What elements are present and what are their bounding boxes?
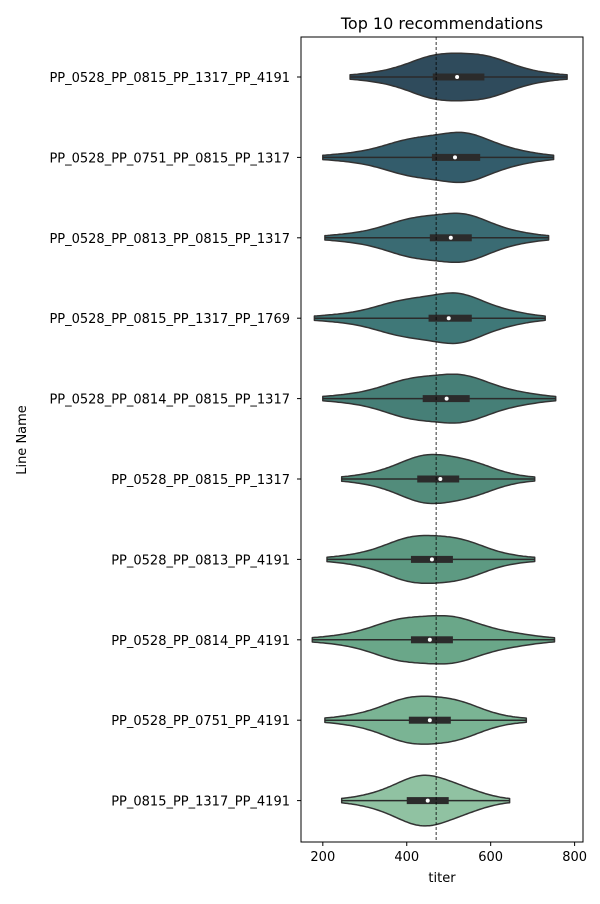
violin-iqr-box (410, 636, 453, 644)
violin-group (340, 774, 511, 827)
y-axis-labels: PP_0528_PP_0815_PP_1317_PP_4191 PP_0528_P… (49, 71, 301, 810)
plot-frame (300, 36, 584, 843)
violin-group (324, 212, 550, 264)
y-tick-label: PP_0528_PP_0751_PP_0815_PP_1317 (49, 151, 290, 166)
x-tick-label: 400 (394, 850, 419, 865)
y-axis-label: Line Name (15, 405, 30, 475)
y-tick-label: PP_0528_PP_0814_PP_4191 (111, 634, 290, 649)
x-tick-label: 600 (478, 850, 503, 865)
violin-median-point (448, 235, 453, 240)
y-tick-label: PP_0528_PP_0815_PP_1317 (111, 473, 290, 488)
violin-group (324, 695, 528, 745)
violin-group (322, 373, 557, 424)
violins-layer (311, 52, 568, 827)
y-tick-label: PP_0528_PP_0751_PP_4191 (111, 714, 290, 729)
violin-median-point (429, 557, 434, 562)
violin-group (340, 453, 536, 505)
violin-median-point (438, 477, 443, 481)
x-axis-label: titer (428, 871, 456, 886)
violin-median-point (444, 396, 449, 401)
violin-median-point (427, 718, 432, 723)
y-tick-label: PP_0528_PP_0813_PP_4191 (111, 553, 290, 568)
x-tick-label: 200 (310, 850, 335, 865)
violin-group (322, 131, 555, 184)
violin-group (313, 292, 546, 345)
violin-median-point (453, 155, 458, 160)
violin-median-point (427, 637, 432, 642)
x-axis-ticks: 200 400 600 800 (310, 842, 587, 865)
y-tick-label: PP_0528_PP_0815_PP_1317_PP_4191 (49, 71, 290, 86)
violin-group (349, 52, 568, 102)
chart-title: Top 10 recommendations (340, 14, 543, 33)
violin-group (326, 534, 536, 585)
y-tick-label: PP_0528_PP_0815_PP_1317_PP_1769 (49, 312, 290, 327)
violin-group (311, 614, 556, 665)
y-tick-label: PP_0815_PP_1317_PP_4191 (111, 795, 290, 810)
y-tick-label: PP_0528_PP_0814_PP_0815_PP_1317 (49, 393, 290, 408)
y-tick-label: PP_0528_PP_0813_PP_0815_PP_1317 (49, 232, 290, 247)
violin-median-point (425, 798, 430, 803)
violin-median-point (455, 75, 460, 79)
violin-iqr-box (417, 475, 460, 483)
violin-median-point (446, 316, 451, 321)
x-tick-label: 800 (562, 850, 587, 865)
